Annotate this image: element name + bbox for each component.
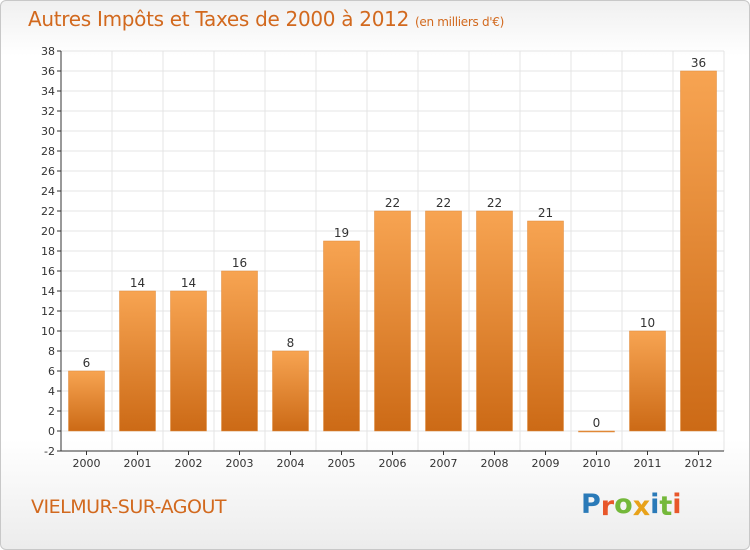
y-tick-label: 14 [41, 285, 55, 298]
x-tick-label-2006: 2006 [379, 457, 407, 470]
y-tick-label: 28 [41, 145, 55, 158]
bar-2008 [476, 210, 513, 432]
data-label-2010: 0 [593, 416, 601, 430]
x-tick-label-2003: 2003 [226, 457, 254, 470]
x-tick-label-2012: 2012 [685, 457, 713, 470]
x-tick-label-2004: 2004 [277, 457, 305, 470]
y-tick-label: 8 [48, 345, 55, 358]
data-label-2002: 14 [181, 276, 196, 290]
y-tick-label: -2 [44, 445, 55, 458]
bar-2000 [68, 370, 105, 432]
logo-letter: r [600, 491, 615, 522]
y-tick-label: 24 [41, 185, 55, 198]
bar-2001 [119, 290, 156, 432]
data-label-2005: 19 [334, 226, 349, 240]
logo-letter: P [581, 489, 601, 520]
x-tick-label-2008: 2008 [481, 457, 509, 470]
y-tick-label: 26 [41, 165, 55, 178]
x-tick-label-2010: 2010 [583, 457, 611, 470]
x-tick-label-2005: 2005 [328, 457, 356, 470]
x-tick-label-2009: 2009 [532, 457, 560, 470]
bar-2002 [170, 290, 207, 432]
proxiti-logo: Proxiti [581, 489, 682, 522]
x-tick-label-2007: 2007 [430, 457, 458, 470]
y-tick-label: 30 [41, 125, 55, 138]
x-tick-label-2011: 2011 [634, 457, 662, 470]
chart-title: Autres Impôts et Taxes de 2000 à 2012 (en… [28, 7, 504, 31]
y-tick-label: 0 [48, 425, 55, 438]
chart-title-main: Autres Impôts et Taxes de 2000 à 2012 [28, 7, 409, 31]
y-tick-label: 10 [41, 325, 55, 338]
data-label-2009: 21 [538, 206, 553, 220]
y-tick-label: 18 [41, 245, 55, 258]
location-label: VIELMUR-SUR-AGOUT [31, 496, 226, 518]
y-tick-label: 36 [41, 65, 55, 78]
bar-2010 [578, 430, 615, 433]
data-label-2012: 36 [691, 56, 706, 70]
y-tick-label: 2 [48, 405, 55, 418]
chart-title-unit: (en milliers d'€) [415, 15, 505, 29]
y-tick-label: 20 [41, 225, 55, 238]
data-labels: 6 14 14 16 8 19 22 22 22 21 0 10 36 [83, 56, 706, 430]
bar-2006 [374, 210, 411, 432]
bar-2012 [680, 70, 717, 432]
data-label-2003: 16 [232, 256, 247, 270]
data-label-2006: 22 [385, 196, 400, 210]
y-tick-label: 16 [41, 265, 55, 278]
data-label-2000: 6 [83, 356, 91, 370]
y-tick-label: 34 [41, 85, 55, 98]
x-tick-label-2001: 2001 [124, 457, 152, 470]
data-label-2011: 10 [640, 316, 655, 330]
bar-2007 [425, 210, 462, 432]
y-tick-label: 4 [48, 385, 55, 398]
data-label-2001: 14 [130, 276, 145, 290]
bar-2003 [221, 270, 258, 432]
bars [68, 70, 717, 433]
bar-2005 [323, 240, 360, 432]
logo-letter: o [614, 489, 633, 520]
logo-letter: i [672, 489, 682, 520]
y-tick-label: 6 [48, 365, 55, 378]
logo-letter: t [659, 491, 673, 522]
x-tick-label-2002: 2002 [175, 457, 203, 470]
y-tick-label: 38 [41, 45, 55, 58]
data-label-2007: 22 [436, 196, 451, 210]
logo-letter: x [632, 491, 651, 522]
axes: -202468101214161820222426283032343638200… [41, 45, 724, 470]
bar-2009 [527, 220, 564, 432]
bar-2004 [272, 350, 309, 432]
data-label-2004: 8 [287, 336, 295, 350]
y-tick-label: 32 [41, 105, 55, 118]
y-tick-label: 12 [41, 305, 55, 318]
x-tick-label-2000: 2000 [73, 457, 101, 470]
bar-2011 [629, 330, 666, 432]
logo-letter: i [650, 489, 660, 520]
data-label-2008: 22 [487, 196, 502, 210]
y-tick-label: 22 [41, 205, 55, 218]
